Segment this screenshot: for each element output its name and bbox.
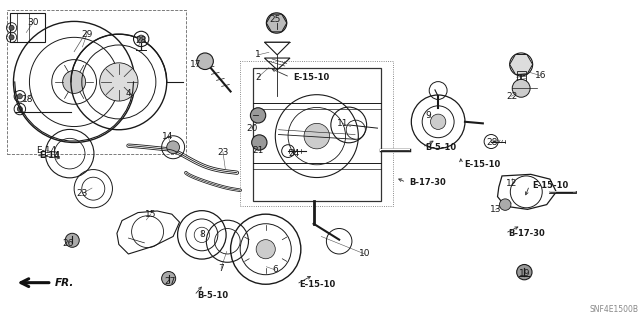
Text: E-14: E-14 — [39, 151, 60, 160]
Ellipse shape — [167, 141, 179, 154]
Ellipse shape — [256, 240, 275, 259]
Bar — [10, 13, 45, 42]
Text: 13: 13 — [490, 205, 501, 214]
Text: 28: 28 — [487, 138, 498, 147]
Ellipse shape — [431, 114, 446, 129]
Ellipse shape — [196, 53, 213, 69]
Text: 25: 25 — [269, 15, 281, 24]
Text: B-17-30: B-17-30 — [508, 229, 545, 238]
Text: 16: 16 — [534, 71, 546, 80]
Text: 15: 15 — [145, 210, 157, 219]
Bar — [253, 68, 381, 201]
Ellipse shape — [304, 123, 330, 149]
Text: 9: 9 — [426, 111, 431, 120]
Ellipse shape — [266, 13, 287, 33]
Text: 18: 18 — [22, 95, 33, 104]
Ellipse shape — [252, 135, 267, 150]
Text: B-17-30: B-17-30 — [410, 178, 446, 187]
Ellipse shape — [17, 94, 22, 99]
Text: 19: 19 — [518, 268, 530, 278]
Text: 24: 24 — [289, 149, 300, 158]
Ellipse shape — [17, 107, 22, 112]
Text: 14: 14 — [163, 132, 173, 140]
Text: 2: 2 — [255, 73, 261, 82]
Text: E-15-10: E-15-10 — [465, 160, 500, 169]
Text: 10: 10 — [359, 250, 371, 259]
Ellipse shape — [162, 271, 175, 285]
Text: 7: 7 — [218, 264, 224, 273]
Text: 6: 6 — [273, 265, 278, 275]
Text: 29: 29 — [81, 30, 93, 39]
Text: 1: 1 — [255, 50, 261, 59]
Text: 28: 28 — [136, 36, 147, 45]
Text: 22: 22 — [506, 92, 517, 101]
Ellipse shape — [516, 265, 532, 280]
Text: 12: 12 — [506, 180, 517, 188]
Text: E-14: E-14 — [36, 146, 57, 155]
Ellipse shape — [499, 199, 511, 210]
Text: 23: 23 — [77, 189, 88, 198]
Bar — [7, 10, 186, 154]
Bar — [516, 71, 525, 84]
Ellipse shape — [9, 35, 14, 40]
Text: E-15-10: E-15-10 — [532, 181, 569, 190]
Text: E-15-10: E-15-10 — [300, 280, 336, 289]
Polygon shape — [509, 54, 532, 74]
Ellipse shape — [100, 63, 138, 101]
Ellipse shape — [250, 108, 266, 123]
Text: 4: 4 — [125, 89, 131, 98]
Text: SNF4E1500B: SNF4E1500B — [589, 305, 638, 314]
Text: FR.: FR. — [55, 278, 74, 288]
Text: E-15-10: E-15-10 — [293, 73, 330, 82]
Text: 27: 27 — [164, 276, 175, 285]
Text: B-5-10: B-5-10 — [197, 291, 228, 300]
Ellipse shape — [63, 70, 86, 93]
Text: 20: 20 — [246, 124, 257, 132]
Ellipse shape — [138, 35, 145, 43]
Text: 8: 8 — [199, 230, 205, 239]
Text: 21: 21 — [252, 146, 264, 155]
Text: 26: 26 — [62, 239, 74, 248]
Text: 11: 11 — [337, 119, 348, 128]
Text: 30: 30 — [27, 19, 38, 28]
Ellipse shape — [512, 79, 530, 97]
Text: 23: 23 — [217, 148, 228, 156]
Ellipse shape — [9, 25, 14, 30]
Bar — [240, 61, 394, 206]
Text: B-5-10: B-5-10 — [426, 143, 456, 152]
Ellipse shape — [65, 233, 79, 247]
Text: 17: 17 — [189, 60, 201, 69]
